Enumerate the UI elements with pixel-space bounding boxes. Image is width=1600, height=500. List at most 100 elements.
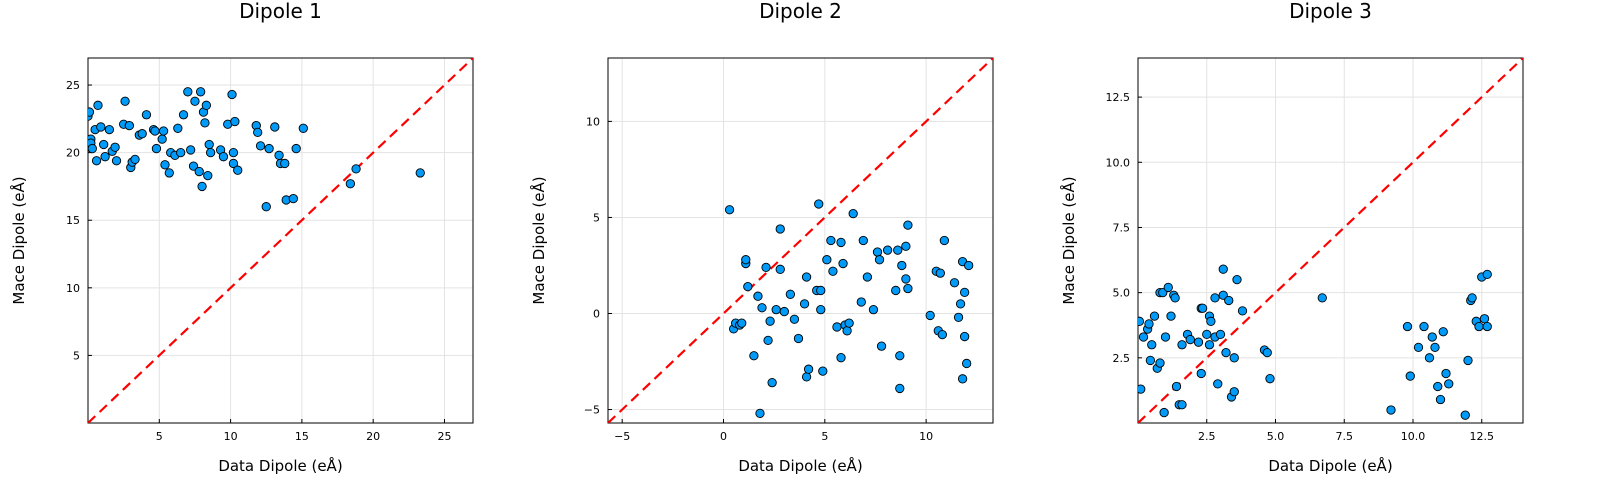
scatter-point — [1482, 269, 1492, 280]
scatter-point — [876, 341, 887, 351]
scatter-point — [178, 110, 189, 120]
scatter-point — [270, 122, 280, 132]
scatter-point — [779, 306, 789, 317]
scatter-point — [816, 285, 826, 296]
scatter-point — [832, 322, 842, 332]
chart-title: Dipole 1 — [239, 0, 322, 23]
scatter-point — [1467, 293, 1477, 303]
y-tick-label: 15 — [66, 214, 80, 227]
chart-title: Dipole 2 — [759, 0, 842, 23]
x-tick-label: 10.0 — [1401, 430, 1426, 443]
plot-frame — [1137, 57, 1524, 424]
identity-line — [608, 58, 993, 423]
scatter-point — [1206, 316, 1216, 326]
scatter-point — [1413, 342, 1424, 353]
scatter-point — [1424, 353, 1435, 363]
y-tick-label: 25 — [66, 79, 80, 92]
scatter-point — [111, 156, 122, 166]
scatter-point — [176, 147, 186, 158]
y-tick-label: 5 — [73, 349, 80, 362]
chart-title: Dipole 3 — [1289, 0, 1372, 23]
panel-2: −5 0 5 10 −5 0 5 10 Dipole 2 Data Dipole (eÅ) Mace… — [529, 0, 994, 475]
scatter-point — [1204, 340, 1215, 350]
scatter-point — [761, 262, 771, 273]
y-tick-label: 20 — [66, 147, 80, 160]
scatter-point — [891, 285, 901, 296]
scatter-point — [872, 247, 883, 257]
y-tick-label: 5 — [593, 211, 600, 224]
scatter-point — [767, 378, 777, 388]
scatter-point — [1482, 321, 1492, 332]
scatter-point — [836, 353, 846, 363]
x-tick-label: 20 — [366, 430, 380, 443]
scatter-point — [253, 127, 263, 138]
scatter-point — [753, 291, 763, 301]
scatter-point — [844, 318, 854, 328]
scatter-point — [1435, 394, 1446, 405]
scatter-point — [882, 245, 893, 255]
scatter-point — [964, 260, 974, 271]
scatter-point — [130, 154, 140, 165]
scatter-point — [120, 96, 130, 106]
scatter-point — [765, 316, 775, 326]
scatter-point — [903, 283, 913, 294]
scatter-point — [1463, 355, 1473, 366]
scatter-point — [91, 156, 102, 166]
scatter-point — [793, 333, 804, 344]
scatter-points — [88, 87, 425, 212]
scatter-point — [158, 126, 169, 136]
scatter-point — [124, 120, 135, 131]
scatter-point — [1460, 410, 1470, 420]
scatter-point — [743, 281, 753, 292]
scatter-point — [280, 158, 290, 169]
y-tick-label: 7.5 — [1113, 221, 1131, 234]
scatter-point — [197, 181, 207, 192]
scatter-point — [801, 372, 812, 382]
scatter-point — [959, 287, 970, 298]
scatter-point — [204, 139, 214, 150]
scatter-point — [1177, 400, 1187, 410]
scatter-point — [1202, 329, 1212, 340]
scatter-point — [757, 303, 767, 313]
scatter-point — [1405, 371, 1415, 381]
scatter-point — [151, 143, 162, 154]
plot-frame — [87, 57, 474, 424]
scatter-point — [1196, 368, 1206, 379]
scatter-point — [1229, 387, 1239, 397]
scatter-point — [255, 141, 266, 151]
scatter-point — [200, 118, 210, 128]
scatter-point — [749, 351, 759, 361]
scatter-point — [190, 96, 200, 106]
scatter-point — [842, 326, 852, 336]
scatter-point — [1262, 347, 1272, 358]
scatter-point — [164, 168, 174, 178]
scatter-point — [962, 358, 972, 369]
scatter-point — [1149, 311, 1160, 321]
scatter-point — [1430, 342, 1440, 353]
scatter-point — [901, 274, 911, 284]
scatter-point — [264, 143, 274, 154]
scatter-point — [903, 220, 913, 230]
scatter-point — [157, 134, 167, 144]
scatter-point — [1210, 293, 1220, 303]
x-tick-label: 2.5 — [1198, 430, 1216, 443]
panel-3: 2.5 5.0 7.5 10.0 12.5 2.5 5.0 7.5 10.0 12.5 Dipole… — [1059, 0, 1524, 475]
scatter-point — [218, 152, 229, 162]
scatter-point — [1218, 264, 1228, 274]
x-tick-label: 5 — [156, 430, 163, 443]
scatter-point — [99, 139, 109, 150]
y-tick-label: 10.0 — [1106, 156, 1131, 169]
scatter-point — [937, 329, 947, 340]
y-axis-label: Mace Dipole (eÅ) — [529, 176, 548, 304]
scatter-point — [953, 312, 964, 322]
x-tick-label: 0 — [720, 430, 727, 443]
scatter-point — [1138, 316, 1145, 326]
y-tick-label: 5.0 — [1113, 287, 1131, 300]
scatter-point — [1317, 293, 1327, 303]
scatter-point — [93, 100, 103, 110]
scatter-point — [1402, 321, 1413, 332]
scatter-point — [1386, 405, 1396, 415]
scatter-point — [110, 142, 120, 152]
scatter-point — [1138, 384, 1146, 394]
panel-1: 5 10 15 20 25 5 10 15 20 25 Dipole 1 Data Dipole (e… — [9, 0, 474, 475]
